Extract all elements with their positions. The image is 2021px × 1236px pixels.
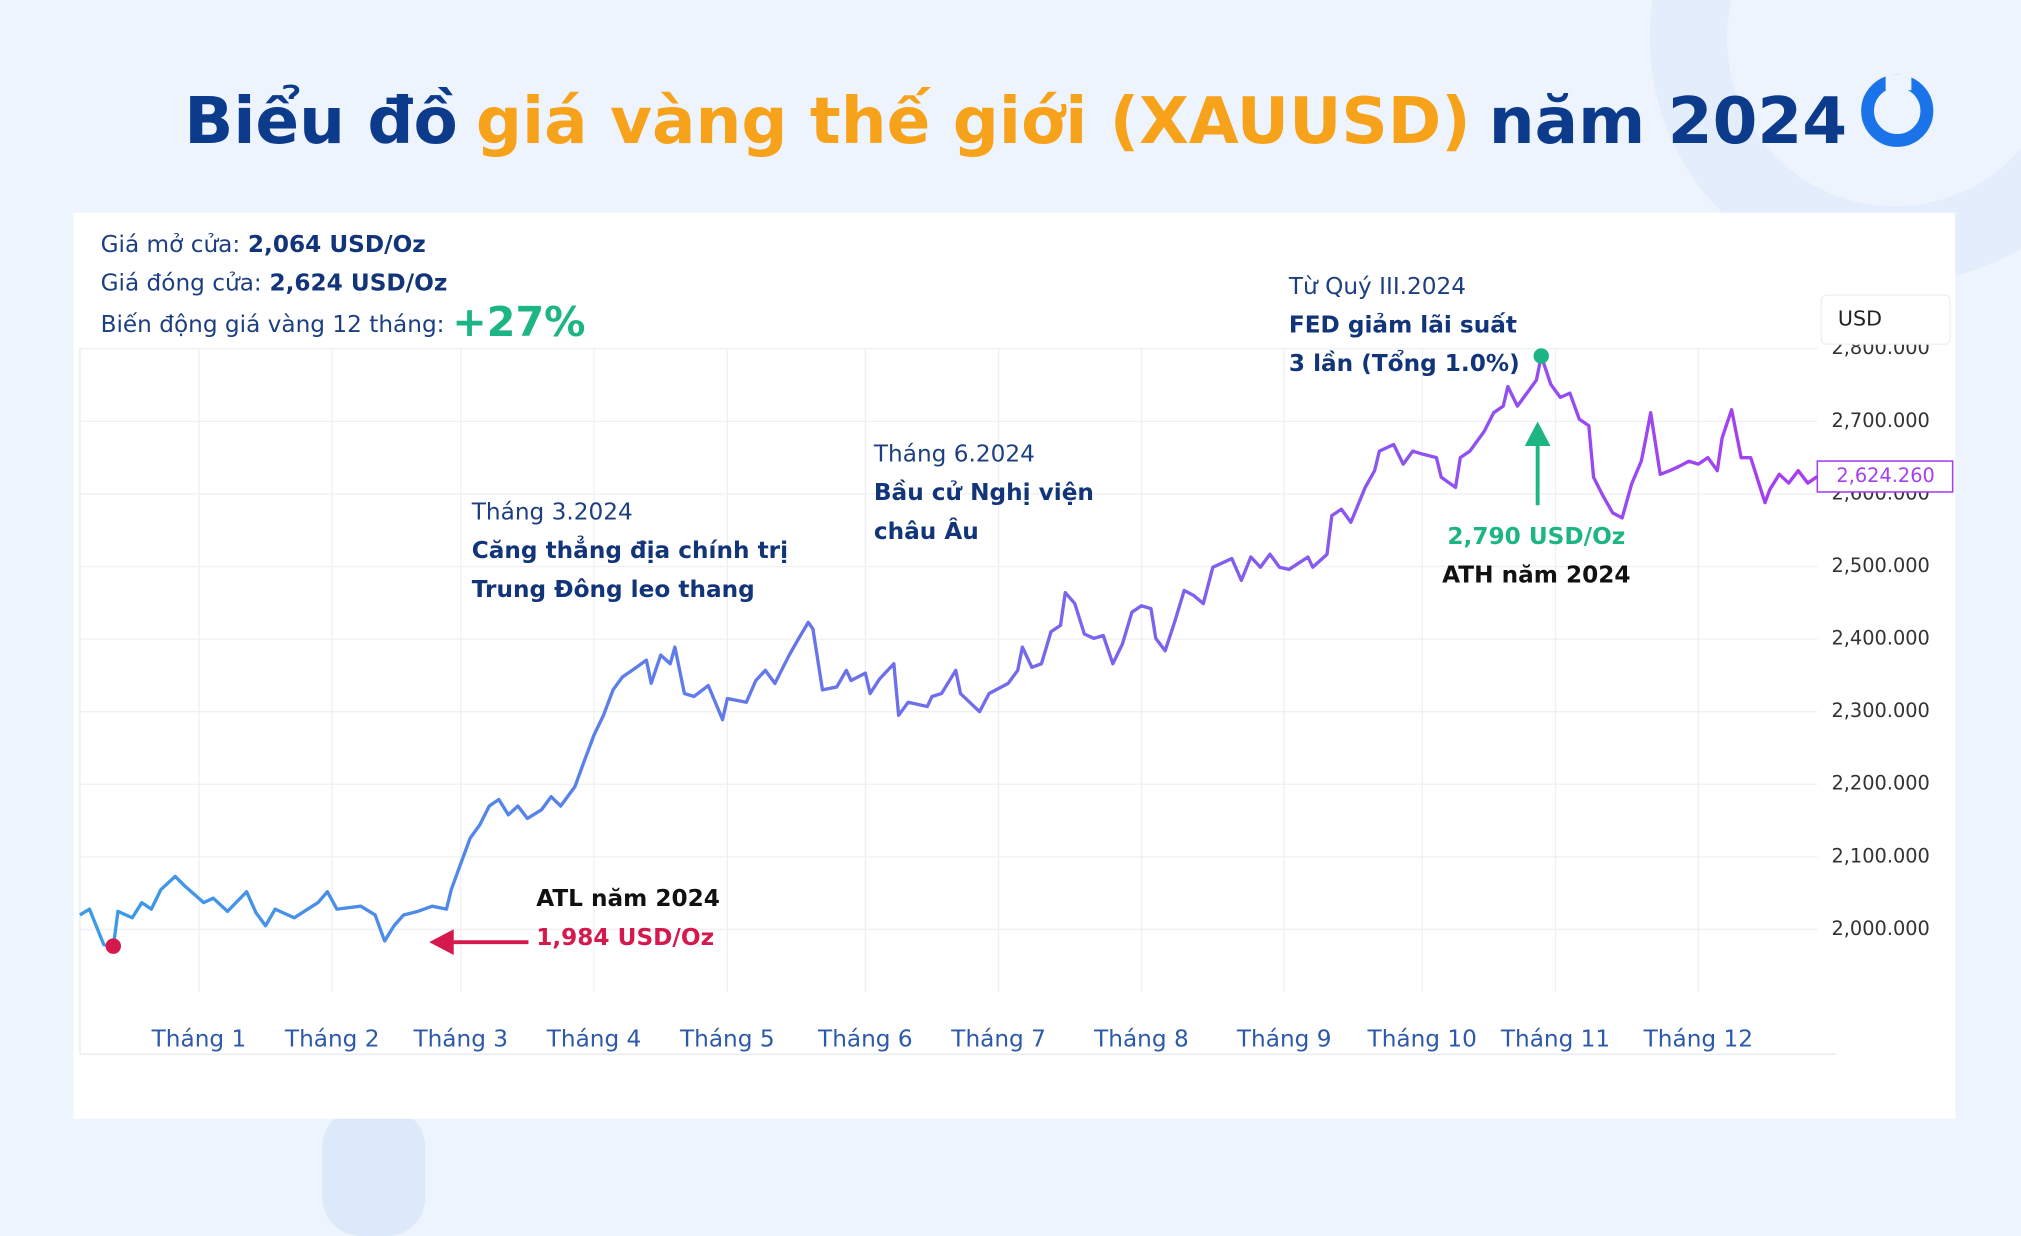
annotation-date: Tháng 6.2024	[873, 440, 1035, 467]
chart-title: Biểu đồ giá vàng thế giới (XAUUSD) năm 202…	[184, 84, 1847, 159]
unit-box	[1820, 294, 1951, 345]
info-line: Giá mở cửa: 2,064 USD/Oz	[101, 230, 426, 257]
info-label: Biến động giá vàng 12 tháng:	[101, 310, 445, 337]
info-line: Giá đóng cửa: 2,624 USD/Oz	[101, 269, 448, 296]
last-value-box	[1816, 460, 1954, 493]
x-tick-label: Tháng 3	[412, 1026, 508, 1053]
logo-gap	[1885, 74, 1912, 91]
title-part: Biểu đồ	[184, 84, 458, 159]
x-tick-label: Tháng 9	[1236, 1026, 1332, 1053]
annotation-text: châu Âu	[874, 517, 979, 545]
annotation-text: Căng thẳng địa chính trị	[472, 535, 788, 564]
price-line	[79, 354, 1819, 948]
y-tick-label: 2,000.000	[1831, 917, 1929, 940]
annotation-date: Tháng 3.2024	[471, 498, 633, 525]
title-part: giá vàng thế giới (XAUUSD)	[476, 84, 1471, 159]
info-value: +27%	[452, 298, 585, 346]
x-tick-label: Tháng 1	[151, 1026, 247, 1053]
x-tick-label: Tháng 5	[679, 1026, 775, 1053]
x-tick-label: Tháng 6	[817, 1026, 913, 1053]
ath-arrowhead	[1524, 421, 1551, 446]
info-label: Giá mở cửa:	[101, 230, 241, 257]
atl-label: ATL năm 2024	[536, 885, 720, 912]
y-tick-label: 2,700.000	[1831, 409, 1929, 432]
decor	[322, 1108, 426, 1236]
y-tick-label: 2,100.000	[1831, 844, 1929, 867]
annotation-text: FED giảm lãi suất	[1289, 312, 1517, 339]
x-tick-label: Tháng 12	[1643, 1026, 1753, 1053]
atl-price: 1,984 USD/Oz	[536, 924, 714, 951]
ath-marker	[1533, 348, 1549, 364]
y-tick-label: 2,500.000	[1831, 554, 1929, 577]
info-value: 2,624 USD/Oz	[269, 269, 447, 296]
info-value: 2,064 USD/Oz	[248, 230, 426, 257]
annotation-text: 3 lần (Tổng 1.0%)	[1289, 349, 1520, 377]
x-tick-label: Tháng 2	[284, 1026, 380, 1053]
ath-price: 2,790 USD/Oz	[1447, 523, 1625, 550]
title-part: năm 2024	[1489, 84, 1847, 159]
x-tick-label: Tháng 8	[1093, 1026, 1189, 1053]
y-tick-label: 2,400.000	[1831, 627, 1929, 650]
atl-arrowhead	[429, 929, 454, 956]
annotation-text: Bầu cử Nghị viện	[874, 479, 1094, 506]
atl-marker	[105, 938, 122, 954]
y-unit: USD	[1838, 307, 1882, 331]
ath-label: ATH năm 2024	[1442, 562, 1630, 589]
x-tick-label: Tháng 4	[546, 1026, 642, 1053]
y-tick-label: 2,300.000	[1831, 699, 1929, 722]
info-line: Biến động giá vàng 12 tháng: +27%	[101, 298, 586, 346]
annotation-date: Từ Quý III.2024	[1288, 273, 1466, 300]
info-label: Giá đóng cửa:	[101, 269, 262, 296]
x-tick-label: Tháng 10	[1367, 1026, 1477, 1053]
y-tick-label: 2,200.000	[1831, 772, 1929, 795]
x-tick-label: Tháng 7	[950, 1026, 1046, 1053]
annotation-text: Trung Đông leo thang	[472, 576, 755, 603]
x-tick-label: Tháng 11	[1500, 1026, 1610, 1053]
card	[73, 212, 1956, 1119]
last-value-label: 2,624.260	[1836, 464, 1934, 487]
